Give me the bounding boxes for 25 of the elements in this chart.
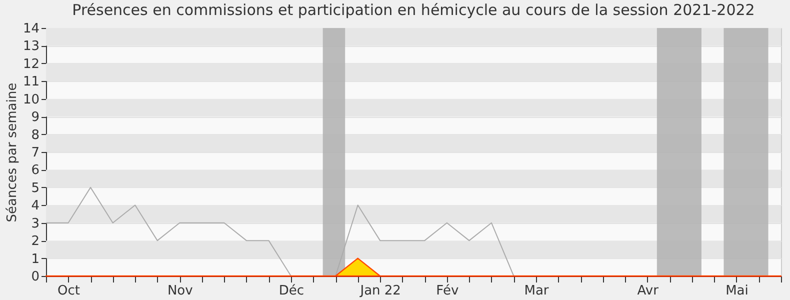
- x-tick-label: Mai: [726, 284, 748, 298]
- y-tick-label: 9: [31, 110, 40, 126]
- y-axis-title: Séances par semaine: [4, 82, 20, 222]
- y-tick-label: 14: [22, 22, 40, 36]
- x-tick-label: Fév: [436, 284, 459, 298]
- y-tick-label: 0: [31, 270, 40, 284]
- y-tick-label: 6: [31, 163, 40, 178]
- chart-title: Présences en commissions et participation en hémicycle au cours de la session 2021-2022: [72, 1, 755, 19]
- y-tick-label: 12: [22, 56, 40, 72]
- x-tick-label: Déc: [278, 284, 304, 298]
- y-tick-label: 13: [22, 39, 40, 54]
- y-tick-label: 5: [31, 180, 40, 196]
- y-tick-label: 4: [31, 198, 40, 214]
- y-tick-label: 3: [31, 216, 40, 232]
- y-tick-label: 11: [22, 74, 40, 90]
- y-tick-label: 8: [31, 128, 40, 143]
- x-tick-label: Oct: [58, 284, 80, 298]
- y-tick-label: 2: [31, 234, 40, 250]
- y-tick-label: 7: [31, 146, 40, 160]
- x-tick-label: Jan 22: [359, 284, 401, 298]
- x-tick-label: Mar: [524, 284, 550, 298]
- x-tick-label: Avr: [637, 284, 660, 298]
- y-tick-label: 1: [31, 252, 40, 267]
- x-tick-label: Nov: [167, 284, 194, 298]
- y-tick-label: 10: [22, 92, 40, 108]
